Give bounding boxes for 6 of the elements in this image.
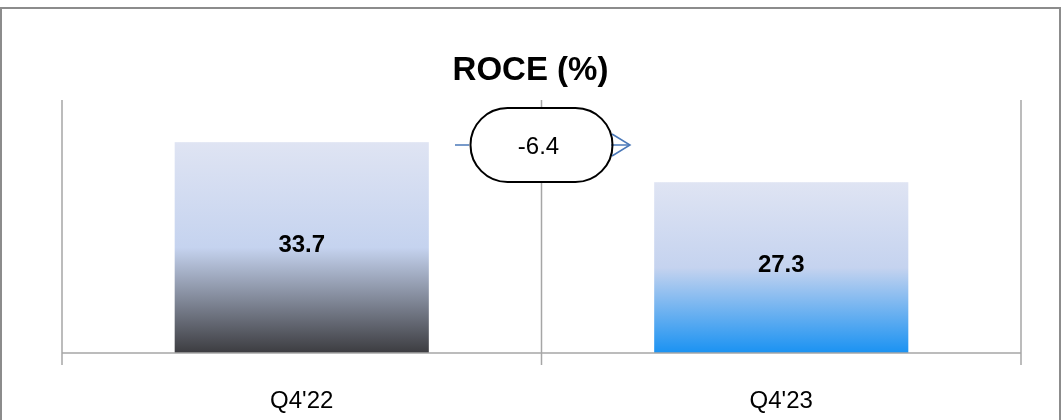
data-label: 33.7 (278, 229, 326, 257)
annotation: -6.4 (517, 132, 560, 159)
x-tick-label: Q4'23 (749, 386, 813, 413)
chart-title: ROCE (%) (452, 50, 609, 87)
x-tick-label: Q4'22 (270, 386, 334, 413)
data-label: 27.3 (757, 249, 805, 277)
